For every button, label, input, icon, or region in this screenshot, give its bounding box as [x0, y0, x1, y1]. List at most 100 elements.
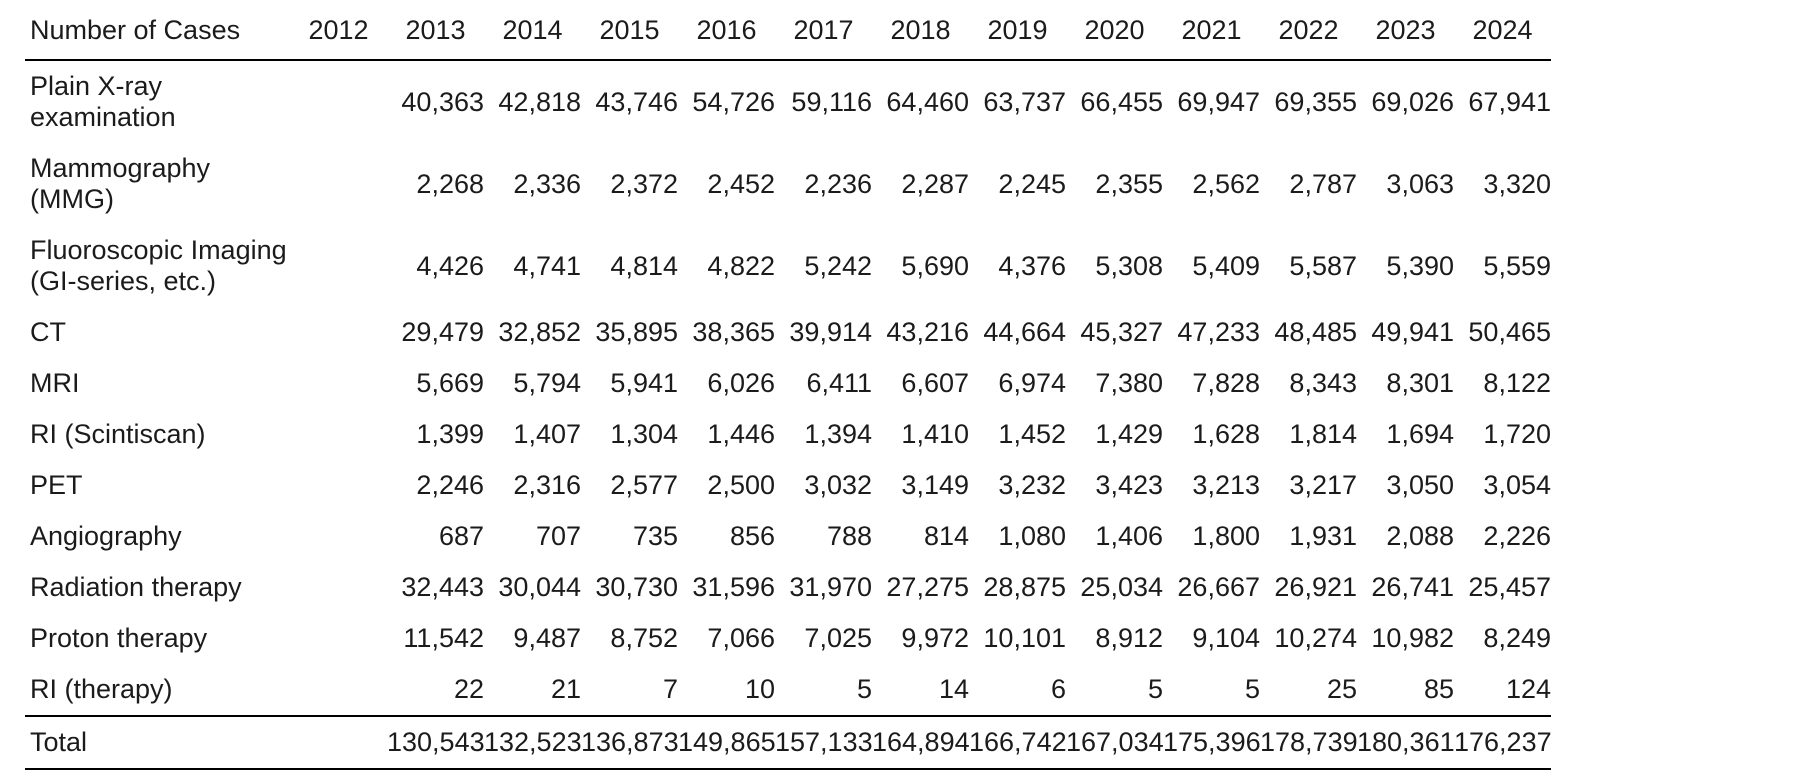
value-cell: 48,485 — [1274, 317, 1357, 347]
value-cell: 14 — [938, 674, 969, 704]
value-cell: 29,479 — [401, 317, 484, 347]
value-cell: 2,236 — [804, 168, 872, 199]
value-cell: 8,752 — [610, 623, 678, 653]
value-cell: 22 — [453, 674, 484, 704]
table-row: Plain X-ray examination 40,363 42,818 43,74… — [25, 60, 1551, 143]
header-row: Number of Cases 2012 2013 2014 2015 2016 2017… — [25, 5, 1551, 61]
value-cell: 2,577 — [610, 470, 678, 500]
value-cell: 21 — [550, 674, 581, 704]
year-header: 2018 — [872, 5, 969, 61]
value-cell: 6,411 — [806, 368, 872, 398]
table-body: Plain X-ray examination 40,363 42,818 43,74… — [25, 60, 1551, 716]
value-cell: 1,407 — [513, 419, 581, 449]
value-cell: 5 — [1244, 674, 1260, 704]
value-cell — [290, 460, 387, 511]
value-cell: 7,066 — [707, 623, 775, 653]
table-row: RI (therapy) 22 21 7 10 5 14 6 5 5 25 85 124 — [25, 664, 1551, 716]
value-cell: 1,080 — [998, 521, 1066, 551]
value-cell: 40,363 — [401, 86, 484, 117]
value-cell: 10 — [744, 674, 775, 704]
value-cell: 735 — [632, 521, 678, 551]
table-row: RI (Scintiscan) 1,399 1,407 1,304 1,446 1,394… — [25, 409, 1551, 460]
value-cell: 814 — [923, 521, 969, 551]
value-cell: 1,720 — [1483, 419, 1551, 449]
value-cell: 3,320 — [1483, 168, 1551, 199]
row-label: Proton therapy — [30, 623, 208, 653]
value-cell: 1,399 — [416, 419, 484, 449]
value-cell: 7,380 — [1095, 368, 1163, 398]
value-cell: 25 — [1326, 674, 1357, 704]
value-cell: 788 — [826, 521, 872, 551]
value-cell: 5,690 — [901, 250, 969, 281]
value-cell: 687 — [438, 521, 484, 551]
year-header: 2021 — [1163, 5, 1260, 61]
value-cell: 707 — [535, 521, 581, 551]
value-cell: 6,026 — [707, 368, 775, 398]
value-cell: 3,063 — [1386, 168, 1454, 199]
value-cell: 1,814 — [1289, 419, 1357, 449]
value-cell: 8,912 — [1095, 623, 1163, 653]
row-label: RI (therapy) — [30, 674, 173, 704]
value-cell: 9,972 — [901, 623, 969, 653]
value-cell: 157,133 — [775, 715, 873, 770]
value-cell: 3,032 — [804, 470, 872, 500]
value-cell: 66,455 — [1080, 86, 1163, 117]
value-cell: 4,376 — [998, 250, 1066, 281]
value-cell: 1,452 — [998, 419, 1066, 449]
value-cell: 30,730 — [595, 572, 678, 602]
value-cell: 136,873 — [581, 715, 679, 770]
value-cell: 25,034 — [1080, 572, 1163, 602]
value-cell: 3,232 — [998, 470, 1066, 500]
row-label: MRI — [30, 368, 80, 398]
value-cell — [290, 715, 387, 770]
value-cell: 166,742 — [969, 715, 1067, 770]
row-label: Mammography (MMG) — [30, 153, 211, 214]
value-cell: 6,607 — [901, 368, 969, 398]
value-cell: 176,237 — [1454, 715, 1552, 770]
value-cell: 30,044 — [498, 572, 581, 602]
table-header: Number of Cases 2012 2013 2014 2015 2016 2017… — [25, 5, 1551, 61]
value-cell: 2,246 — [416, 470, 484, 500]
value-cell: 47,233 — [1177, 317, 1260, 347]
table-row: Angiography 687 707 735 856 788 814 1,080 1,406 1… — [25, 511, 1551, 562]
value-cell: 7,025 — [804, 623, 872, 653]
value-cell: 856 — [729, 521, 775, 551]
table-footer: Total 130,543 132,523 136,873 149,865 157,133… — [25, 715, 1552, 770]
value-cell: 5,559 — [1483, 250, 1551, 281]
value-cell: 3,217 — [1289, 470, 1357, 500]
value-cell: 4,741 — [513, 250, 581, 281]
year-header: 2019 — [969, 5, 1066, 61]
row-label: Angiography — [30, 521, 182, 551]
total-row: Total 130,543 132,523 136,873 149,865 157,133… — [25, 715, 1552, 770]
value-cell: 5,794 — [513, 368, 581, 398]
value-cell: 43,216 — [886, 317, 969, 347]
value-cell: 11,542 — [403, 623, 484, 653]
year-header: 2023 — [1357, 5, 1454, 61]
value-cell: 69,947 — [1177, 86, 1260, 117]
value-cell — [290, 60, 387, 143]
value-cell: 3,149 — [901, 470, 969, 500]
value-cell — [290, 562, 387, 613]
value-cell: 8,301 — [1386, 368, 1454, 398]
row-label: Plain X-ray examination — [30, 71, 176, 132]
table-row: MRI 5,669 5,794 5,941 6,026 6,411 6,607 6,974 7,… — [25, 358, 1551, 409]
value-cell: 149,865 — [678, 715, 776, 770]
table-row: CT 29,479 32,852 35,895 38,365 39,914 43,216 44… — [25, 307, 1551, 358]
value-cell: 9,104 — [1192, 623, 1260, 653]
value-cell: 42,818 — [498, 86, 581, 117]
number-of-cases-table: Number of Cases 2012 2013 2014 2015 2016 2017… — [25, 5, 1552, 770]
value-cell: 7 — [662, 674, 678, 704]
year-header: 2015 — [581, 5, 678, 61]
value-cell: 6,974 — [998, 368, 1066, 398]
value-cell: 2,787 — [1289, 168, 1357, 199]
year-header: 2017 — [775, 5, 872, 61]
value-cell: 5,587 — [1289, 250, 1357, 281]
value-cell: 2,336 — [513, 168, 581, 199]
value-cell: 26,741 — [1371, 572, 1454, 602]
value-cell: 8,249 — [1483, 623, 1551, 653]
value-cell: 8,343 — [1289, 368, 1357, 398]
value-cell: 10,274 — [1274, 623, 1357, 653]
value-cell: 132,523 — [484, 715, 582, 770]
value-cell — [290, 409, 387, 460]
value-cell: 5 — [1147, 674, 1163, 704]
